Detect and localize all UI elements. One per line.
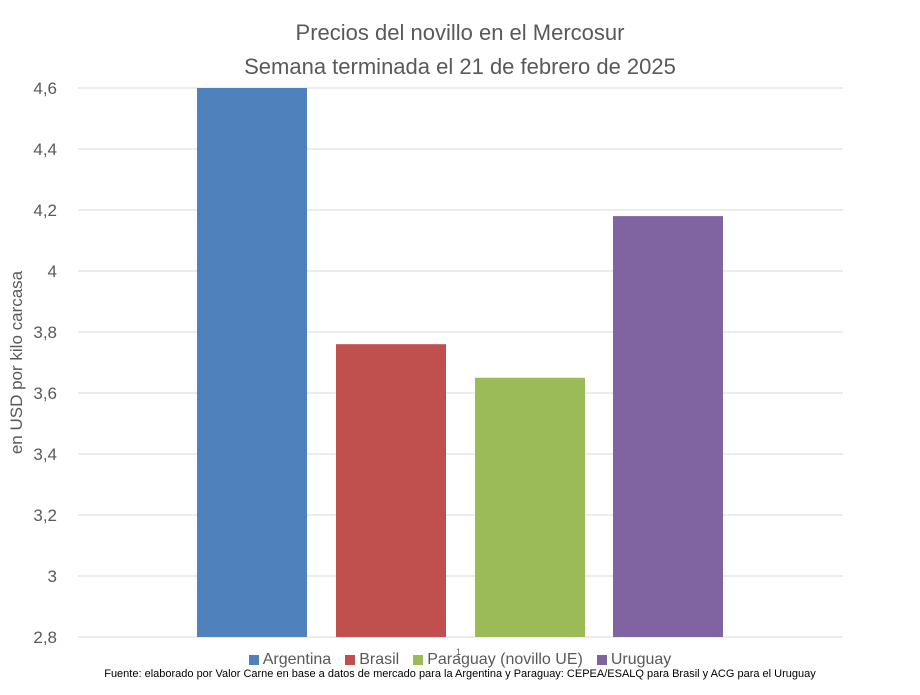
y-tick-label: 4,2 bbox=[33, 201, 57, 220]
legend-label: Uruguay bbox=[610, 651, 672, 668]
y-tick-label: 2,8 bbox=[33, 628, 57, 647]
legend-item: Argentina bbox=[248, 651, 332, 669]
y-tick-label: 3,6 bbox=[33, 384, 57, 403]
y-tick-label: 3,2 bbox=[33, 506, 57, 525]
y-tick-label: 4 bbox=[48, 262, 57, 281]
source-note: Fuente: elaborado por Valor Carne en bas… bbox=[104, 668, 816, 680]
legend-swatch bbox=[345, 655, 356, 665]
bar-brasil bbox=[336, 344, 446, 637]
legend-label: Brasil bbox=[359, 651, 400, 668]
chart-subtitle: Semana terminada el 21 de febrero de 202… bbox=[244, 54, 676, 79]
legend-item: Paraguay (novillo UE) bbox=[413, 651, 583, 669]
legend-swatch bbox=[596, 655, 607, 665]
page-number: 1 bbox=[456, 647, 462, 657]
bar-chart: 2,8 3 3,2 3,4 3,6 3,8 4 4,2 4,4 4,6 en USD por kil… bbox=[7, 79, 843, 647]
legend-label: Argentina bbox=[262, 651, 332, 668]
chart-title: Precios del novillo en el Mercosur bbox=[295, 20, 625, 45]
bar-uruguay bbox=[613, 216, 723, 637]
y-tick-label: 3,4 bbox=[33, 445, 57, 464]
y-tick-label: 4,6 bbox=[33, 79, 57, 98]
y-tick-label: 4,4 bbox=[33, 140, 57, 159]
legend-item: Uruguay bbox=[596, 651, 672, 669]
y-tick-label: 3,8 bbox=[33, 323, 57, 342]
y-tick-label: 3 bbox=[48, 567, 57, 586]
legend-swatch bbox=[248, 655, 259, 665]
legend-item: Brasil bbox=[345, 651, 399, 669]
bar-paraguay bbox=[475, 377, 585, 637]
y-axis-label: en USD por kilo carcasa bbox=[7, 270, 26, 454]
chart-legend: Argentina Brasil Paraguay (novillo UE) Urug… bbox=[0, 651, 920, 669]
legend-swatch bbox=[413, 655, 424, 665]
legend-label: Paraguay (novillo UE) bbox=[427, 651, 583, 668]
bar-argentina bbox=[197, 88, 307, 637]
